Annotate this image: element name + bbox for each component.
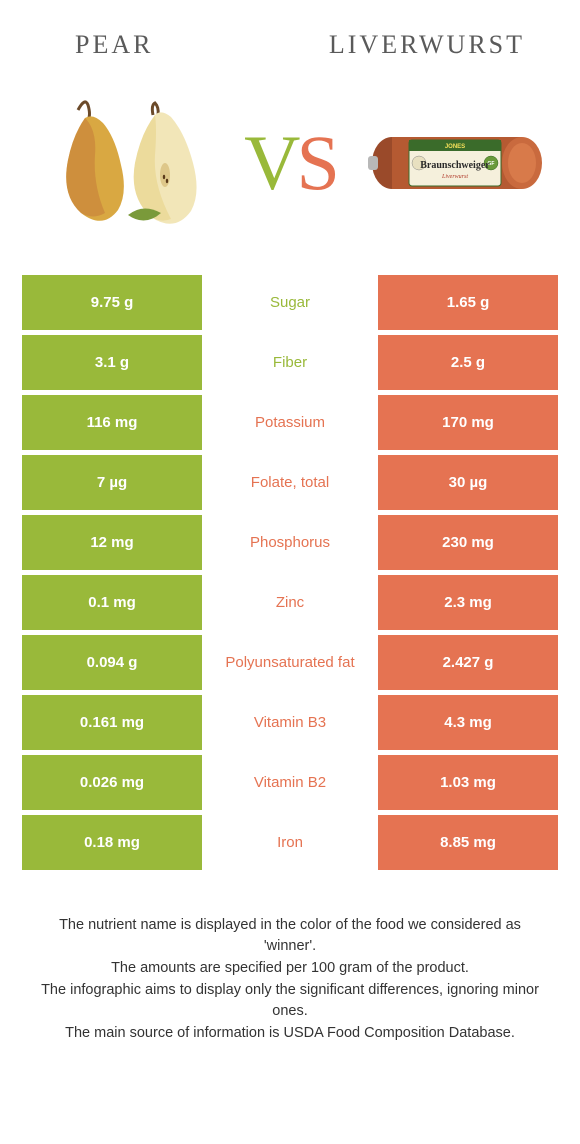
right-value: 8.85 mg — [378, 815, 558, 870]
table-row: 116 mgPotassium170 mg — [22, 395, 558, 450]
left-value: 0.026 mg — [22, 755, 202, 810]
comparison-table: 9.75 gSugar1.65 g3.1 gFiber2.5 g116 mgPo… — [0, 275, 580, 870]
right-value: 2.427 g — [378, 635, 558, 690]
vs-label: VS — [244, 118, 336, 208]
table-row: 0.18 mgIron8.85 mg — [22, 815, 558, 870]
right-value: 2.5 g — [378, 335, 558, 390]
footnote-line: The nutrient name is displayed in the co… — [38, 915, 542, 957]
left-value: 7 µg — [22, 455, 202, 510]
left-value: 0.18 mg — [22, 815, 202, 870]
vs-v: V — [244, 119, 296, 206]
left-value: 9.75 g — [22, 275, 202, 330]
nutrient-label: Phosphorus — [202, 515, 378, 570]
right-value: 1.03 mg — [378, 755, 558, 810]
left-value: 0.1 mg — [22, 575, 202, 630]
footnote-line: The infographic aims to display only the… — [38, 980, 542, 1022]
right-food-title: LIVERWURST — [329, 30, 525, 60]
product-sub: Liverwurst — [441, 174, 468, 180]
nutrient-label: Zinc — [202, 575, 378, 630]
table-row: 9.75 gSugar1.65 g — [22, 275, 558, 330]
nutrient-label: Vitamin B2 — [202, 755, 378, 810]
vs-s: S — [296, 119, 335, 206]
header: PEAR LIVERWURST — [0, 0, 580, 60]
right-value: 30 µg — [378, 455, 558, 510]
brand-text: JONES — [445, 144, 465, 150]
table-row: 0.161 mgVitamin B34.3 mg — [22, 695, 558, 750]
right-value: 170 mg — [378, 395, 558, 450]
left-value: 0.094 g — [22, 635, 202, 690]
nutrient-label: Fiber — [202, 335, 378, 390]
pear-image — [25, 80, 220, 245]
nutrient-label: Iron — [202, 815, 378, 870]
pear-icon — [33, 85, 213, 240]
footnote-line: The main source of information is USDA F… — [38, 1023, 542, 1044]
nutrient-label: Polyunsaturated fat — [202, 635, 378, 690]
product-name: Braunschweiger — [421, 160, 491, 171]
liverwurst-icon: JONES GF Braunschweiger Liverwurst — [367, 118, 547, 208]
nutrient-label: Potassium — [202, 395, 378, 450]
table-row: 0.1 mgZinc2.3 mg — [22, 575, 558, 630]
right-value: 4.3 mg — [378, 695, 558, 750]
left-value: 0.161 mg — [22, 695, 202, 750]
table-row: 0.094 gPolyunsaturated fat2.427 g — [22, 635, 558, 690]
left-value: 116 mg — [22, 395, 202, 450]
table-row: 3.1 gFiber2.5 g — [22, 335, 558, 390]
table-row: 0.026 mgVitamin B21.03 mg — [22, 755, 558, 810]
footnote-line: The amounts are specified per 100 gram o… — [38, 958, 542, 979]
right-value: 1.65 g — [378, 275, 558, 330]
table-row: 12 mgPhosphorus230 mg — [22, 515, 558, 570]
right-value: 230 mg — [378, 515, 558, 570]
nutrient-label: Sugar — [202, 275, 378, 330]
left-value: 3.1 g — [22, 335, 202, 390]
nutrient-label: Vitamin B3 — [202, 695, 378, 750]
left-food-title: PEAR — [75, 30, 153, 60]
table-row: 7 µgFolate, total30 µg — [22, 455, 558, 510]
right-value: 2.3 mg — [378, 575, 558, 630]
hero-row: VS JONES GF Braunschweiger Liverwurst — [0, 60, 580, 275]
liverwurst-image: JONES GF Braunschweiger Liverwurst — [360, 80, 555, 245]
left-value: 12 mg — [22, 515, 202, 570]
footnotes: The nutrient name is displayed in the co… — [0, 875, 580, 1044]
nutrient-label: Folate, total — [202, 455, 378, 510]
